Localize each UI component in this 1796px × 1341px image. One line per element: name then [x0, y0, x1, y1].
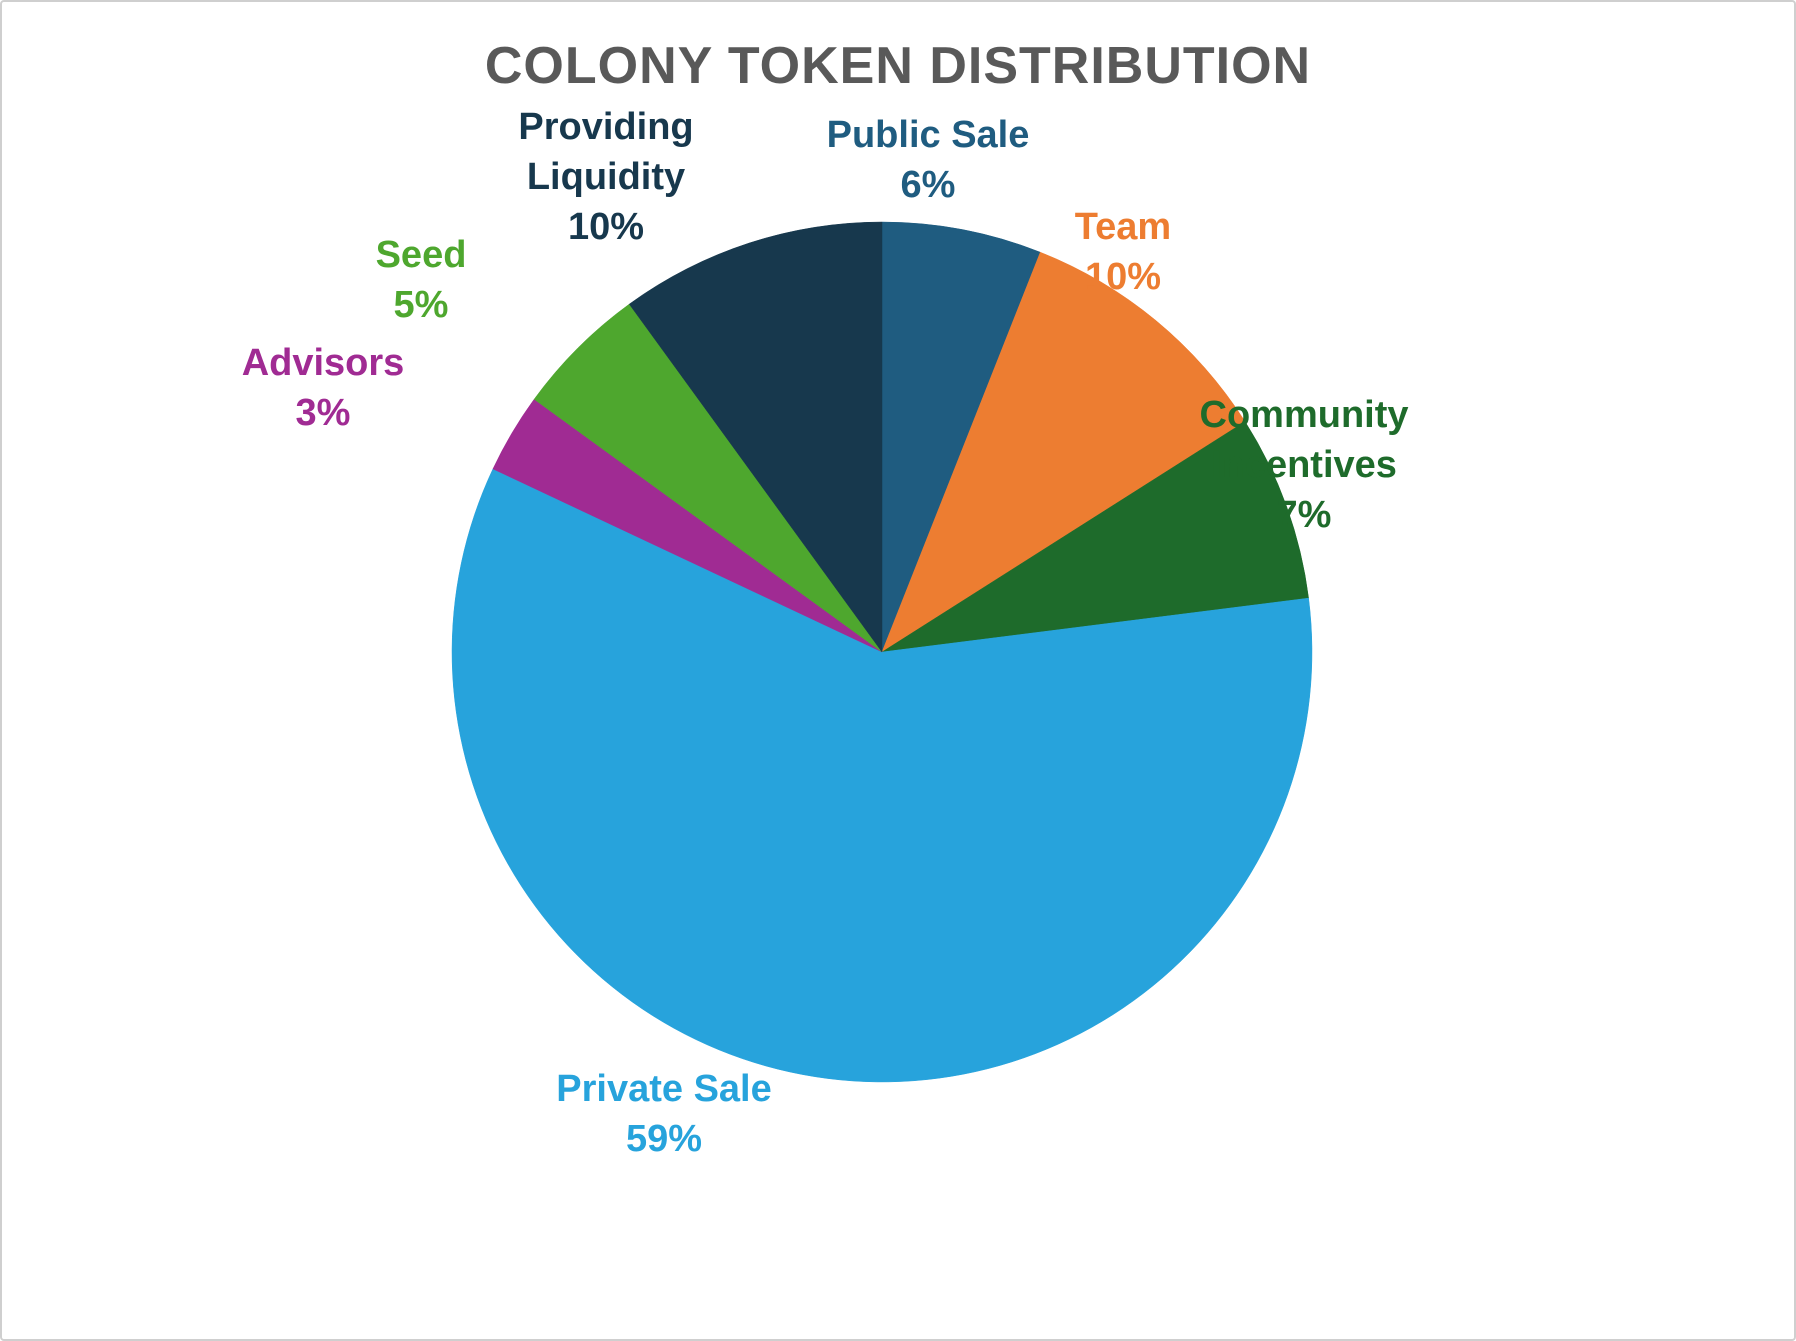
slice-label-percent: 59% [625, 1118, 703, 1160]
slice-label-team: Team 10% [1075, 202, 1171, 302]
slice-label-public-sale: Public Sale 6% [827, 110, 1030, 210]
slice-label-percent: 10% [1084, 256, 1162, 298]
slice-label-text: Community [1199, 394, 1409, 436]
pie-slice-private-sale [451, 468, 1313, 1083]
slice-label-text: Incentives [1211, 444, 1397, 486]
pie-slice-community-incentives [881, 421, 1309, 653]
slice-label-advisors: Advisors 3% [242, 338, 405, 438]
slice-label-seed: Seed 5% [376, 230, 467, 330]
slice-label-percent: 3% [295, 392, 351, 434]
slice-label-text: Team [1074, 206, 1172, 248]
slice-label-text: Seed [375, 234, 467, 276]
slice-label-community-incentives: Community Incentives 7% [1200, 390, 1409, 540]
slice-label-text: Liquidity [526, 156, 686, 198]
slice-label-text: Private Sale [556, 1068, 772, 1110]
pie-slice-providing-liquidity [628, 221, 883, 653]
slice-label-providing-liquidity: Providing Liquidity 10% [518, 102, 693, 252]
slice-label-text: Public Sale [826, 114, 1030, 156]
pie-slice-public-sale [881, 221, 1041, 653]
slice-label-private-sale: Private Sale 59% [556, 1064, 771, 1164]
pie-slice-team [881, 251, 1246, 653]
slice-label-percent: 5% [393, 284, 449, 326]
slice-label-text: Providing [518, 106, 694, 148]
slice-label-percent: 7% [1276, 494, 1332, 536]
slice-label-text: Advisors [241, 342, 405, 384]
chart-title: COLONY TOKEN DISTRIBUTION [484, 37, 1312, 95]
slice-label-percent: 10% [567, 206, 645, 248]
slice-label-percent: 6% [900, 164, 956, 206]
